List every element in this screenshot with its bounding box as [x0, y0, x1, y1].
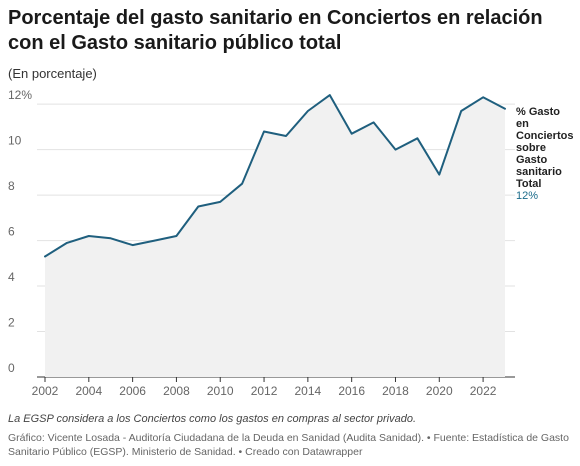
end-label-line: % Gasto [516, 106, 560, 118]
end-label-line: sanitario [516, 166, 562, 178]
y-tick-label: 2 [8, 316, 15, 330]
x-tick-label: 2020 [426, 384, 453, 398]
end-label-line: Total [516, 178, 541, 190]
x-tick-label: 2018 [382, 384, 409, 398]
series-area [45, 95, 505, 377]
x-tick-label: 2002 [32, 384, 59, 398]
x-tick-label: 2004 [75, 384, 102, 398]
y-tick-label: 8 [8, 179, 15, 193]
y-tick-label: 6 [8, 225, 15, 239]
x-axis: 2002 2004 2006 2008 2010 2012 2014 2016 2018 2020… [32, 377, 497, 398]
end-label: % GastoenConciertossobreGastosanitarioTo… [516, 106, 573, 202]
y-tick-label: 12% [8, 88, 32, 102]
end-label-value: 12% [516, 190, 538, 202]
chart-subtitle: (En porcentaje) [8, 66, 97, 81]
y-tick-label: 4 [8, 270, 15, 284]
area-layer [45, 95, 505, 377]
chart-note: La EGSP considera a los Conciertos como … [8, 413, 417, 425]
end-label-line: Gasto [516, 154, 547, 166]
x-tick-label: 2022 [470, 384, 497, 398]
chart-credits: Gráfico: Vicente Losada - Auditoría Ciud… [8, 432, 569, 458]
end-label-line: Conciertos [516, 130, 573, 142]
x-tick-label: 2010 [207, 384, 234, 398]
x-tick-label: 2014 [295, 384, 322, 398]
x-tick-label: 2016 [338, 384, 365, 398]
series-layer [44, 94, 506, 258]
chart-title: Porcentaje del gasto sanitario en Concie… [8, 7, 543, 54]
y-tick-label: 10 [8, 134, 22, 148]
y-tick-label: 0 [8, 361, 15, 375]
x-tick-label: 2006 [119, 384, 146, 398]
end-label-line: en [516, 118, 529, 130]
series-line [44, 94, 506, 258]
x-tick-label: 2008 [163, 384, 190, 398]
x-tick-label: 2012 [251, 384, 278, 398]
end-label-line: sobre [516, 142, 546, 154]
